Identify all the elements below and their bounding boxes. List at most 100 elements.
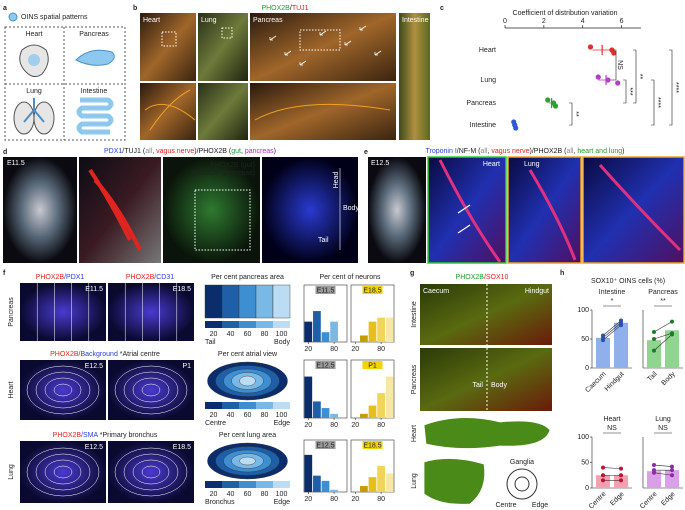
- arrow: [359, 25, 367, 31]
- x-tick-label: 6: [620, 18, 624, 25]
- stage-label: P1: [182, 363, 191, 370]
- x-tick-label: 80: [377, 496, 385, 503]
- bar: [385, 317, 394, 342]
- organ-label: Intestine: [402, 17, 429, 24]
- intestine-icon: [76, 97, 114, 135]
- bar: [596, 337, 610, 368]
- stage-tag: [315, 361, 336, 369]
- replicate-link: [602, 324, 622, 341]
- profile-shape: [239, 375, 256, 387]
- data-point: [587, 44, 594, 50]
- stage-label: E11.5: [7, 160, 25, 167]
- contour: [26, 447, 100, 497]
- significance-label: **: [636, 74, 643, 80]
- chart-title: Pancreas: [648, 289, 678, 296]
- header-part: ): [622, 148, 624, 155]
- colorbar-cell: [222, 481, 239, 488]
- bar: [647, 340, 661, 368]
- header-part: /SMA: [81, 432, 98, 439]
- region-label: Edge: [532, 502, 548, 509]
- stage-tag: [315, 441, 336, 449]
- header-part: *Atrial centre: [118, 351, 160, 358]
- header-part: PHOX2B: [126, 274, 155, 281]
- profile-shape: [272, 284, 291, 319]
- micrograph: [507, 156, 582, 264]
- bar: [385, 473, 394, 492]
- organ-label: Intestine: [81, 88, 108, 95]
- contour: [132, 459, 170, 485]
- micrograph: [108, 360, 194, 420]
- header-part: /PDX1: [64, 274, 84, 281]
- data-point: [652, 348, 656, 353]
- panel-label: b: [133, 5, 137, 12]
- bar: [321, 408, 330, 418]
- roi-box: [221, 27, 233, 39]
- micrograph: [420, 348, 552, 411]
- significance-bracket: [613, 49, 617, 81]
- diagram-title: Ganglia: [510, 459, 534, 466]
- header-part: vagus nerve: [156, 148, 194, 155]
- colorbar-cell: [222, 402, 239, 409]
- header-part: /CD31: [154, 274, 174, 281]
- header-part: pancreas: [245, 148, 274, 155]
- panel-header: PHOX2B/SMA *Primary bronchus: [53, 432, 158, 439]
- tick-label: 40: [227, 331, 235, 338]
- x-tick-label: 20: [304, 496, 312, 503]
- tick-label: 100: [276, 412, 288, 419]
- micrograph: [140, 13, 196, 81]
- micrograph: [250, 83, 396, 140]
- lung-icon: [33, 101, 55, 135]
- tick-label: 80: [261, 412, 269, 419]
- header-part: /Background: [79, 351, 118, 358]
- y-tick-label: 0: [585, 365, 589, 372]
- bar: [665, 330, 679, 368]
- panel-header: Troponin I/NF-M (all, vagus nerve)/PHOX2…: [426, 148, 625, 155]
- profile-shape: [239, 456, 256, 466]
- header-part: ,: [152, 148, 156, 155]
- y-tick-label: 50: [581, 459, 589, 466]
- x-tick-label: 4: [581, 18, 585, 25]
- stage-label: E12.5: [85, 363, 103, 370]
- contour: [26, 365, 100, 415]
- x-tick-label: 20: [304, 346, 312, 353]
- contour: [44, 459, 82, 485]
- replicate-link: [602, 467, 622, 469]
- significance-label: ***: [626, 87, 633, 95]
- stage-label: E11.5: [85, 286, 103, 293]
- bar: [304, 376, 313, 418]
- data-point: [601, 478, 605, 483]
- significance-label: NS: [658, 425, 668, 432]
- stage-tag-label: E12.5: [316, 442, 334, 449]
- micrograph: [20, 360, 106, 420]
- region-label: Heart: [483, 161, 500, 168]
- tick-label: 80: [261, 331, 269, 338]
- chart-title: SOX10⁺ OINS cells (%): [591, 278, 665, 285]
- header-part: ,: [574, 148, 578, 155]
- ganglion: [423, 417, 551, 449]
- x-tick-label: 20: [304, 422, 312, 429]
- bar: [321, 480, 330, 492]
- tick-label: 60: [244, 412, 252, 419]
- replicate-link: [602, 322, 622, 339]
- organ-label: Pancreas: [8, 297, 15, 327]
- contour: [53, 465, 73, 479]
- bar: [330, 489, 338, 492]
- category-label: Intestine: [470, 122, 497, 129]
- colorbar-cell: [222, 321, 239, 328]
- replicate-link: [653, 472, 673, 476]
- x-tick-label: 0: [503, 18, 507, 25]
- contour: [141, 465, 161, 479]
- significance-bracket: [651, 79, 655, 126]
- ganglion: [423, 458, 486, 505]
- stage-label: E12.5: [371, 160, 389, 167]
- stage-tag-label: E18.5: [363, 442, 381, 449]
- contour: [114, 365, 188, 415]
- bar: [377, 317, 385, 342]
- region-label: Hindgut: [525, 288, 549, 295]
- contour: [132, 377, 170, 403]
- header-part: PHOX2B: [50, 351, 79, 358]
- region-label: Lung: [524, 161, 540, 168]
- data-point: [611, 50, 617, 56]
- colorbar-cell: [256, 481, 273, 488]
